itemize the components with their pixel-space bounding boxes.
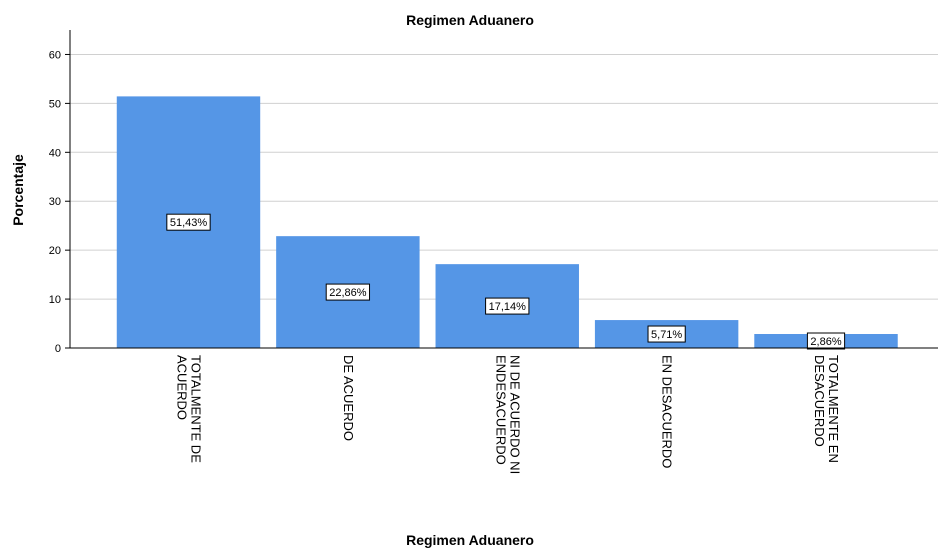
x-tick-label: DE ACUERDO [341, 355, 356, 441]
value-label: 2,86% [810, 336, 841, 348]
y-tick-label: 20 [49, 245, 61, 257]
chart-title: Regimen Aduanero [406, 12, 534, 28]
value-label-box [806, 332, 846, 350]
value-label-box [166, 213, 211, 231]
y-tick-label: 10 [49, 294, 61, 306]
value-label: 51,43% [170, 217, 208, 229]
x-tick-label: EN DESACUERDO [660, 355, 675, 468]
y-axis-title: Porcentaje [10, 154, 26, 226]
value-label-box [647, 325, 686, 343]
y-tick-label: 60 [49, 49, 61, 61]
y-tick-label: 40 [49, 147, 61, 159]
x-tick-label: TOTALMENTE DEACUERDO [174, 355, 203, 463]
y-tick-label: 0 [55, 343, 61, 355]
value-label: 17,14% [489, 301, 527, 313]
x-axis-title: Regimen Aduanero [406, 532, 534, 548]
x-tick-label: TOTALMENTE ENDESACUERDO [812, 355, 841, 463]
x-tick-label: NI DE ACUERDO NIENDESACUERDO [493, 355, 522, 474]
y-tick-label: 50 [49, 98, 61, 110]
value-label-box [325, 283, 371, 301]
y-tick-label: 30 [49, 196, 61, 208]
value-label: 22,86% [329, 287, 367, 299]
value-label: 5,71% [651, 329, 682, 341]
value-label-box [485, 297, 530, 315]
